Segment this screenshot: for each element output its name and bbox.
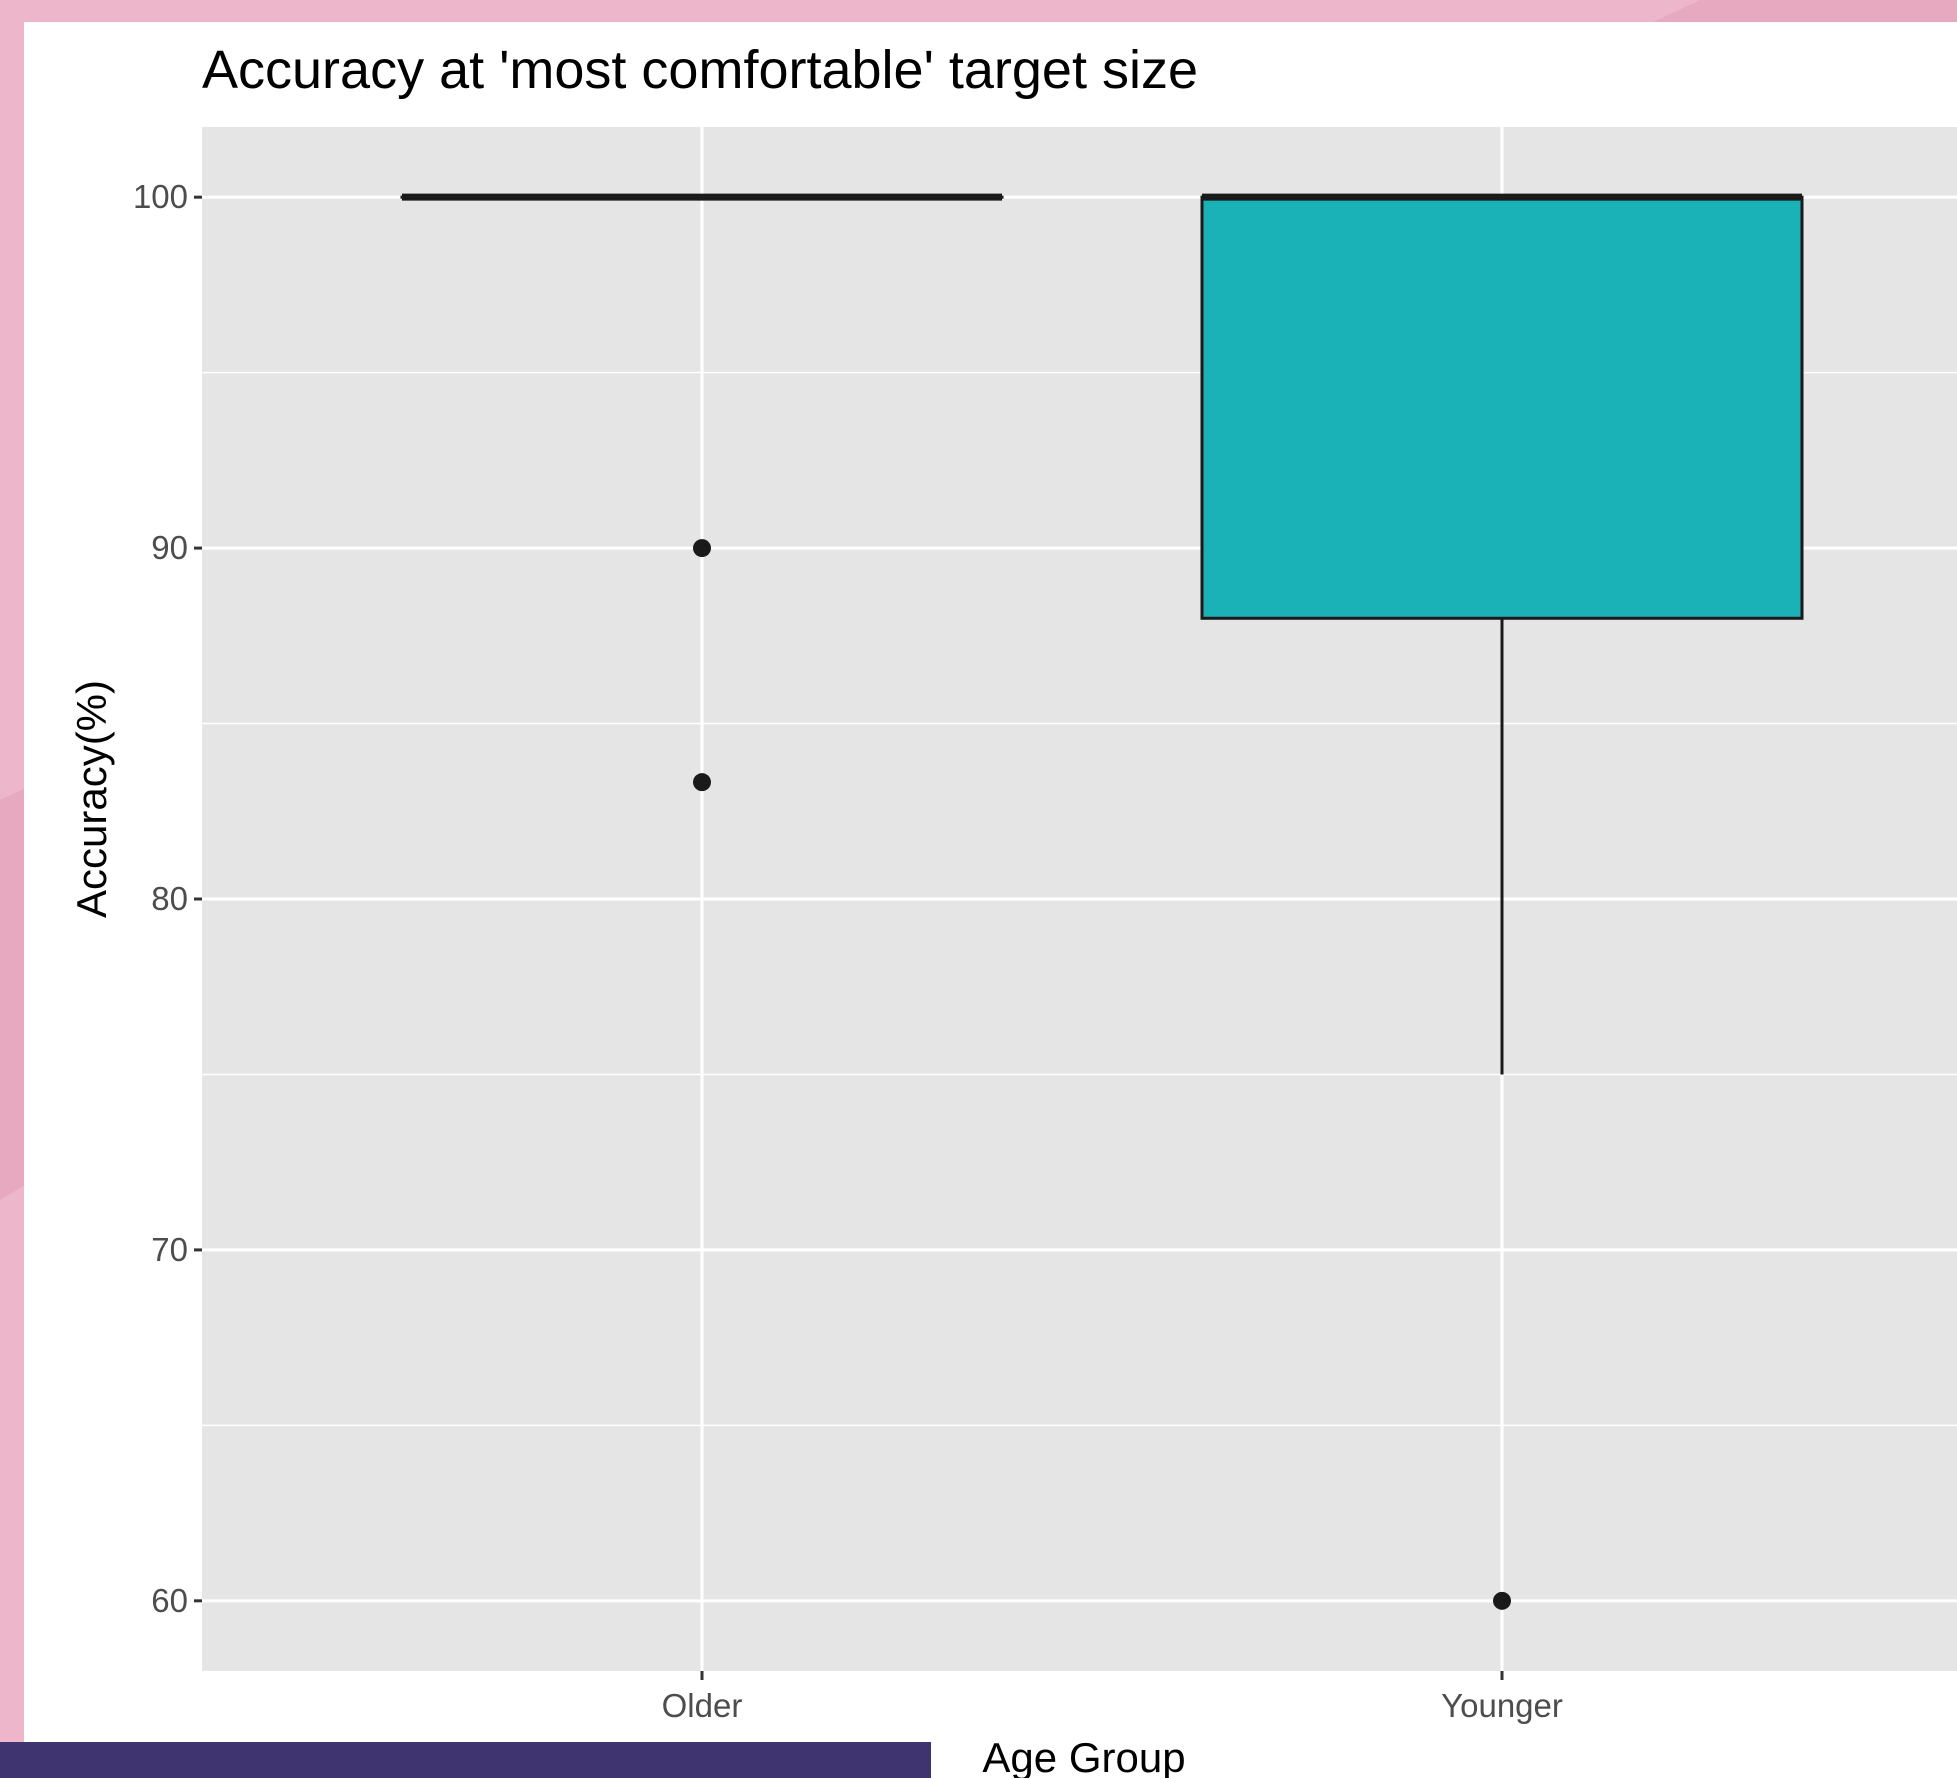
x-tick-label: Older (662, 1687, 743, 1724)
outlier-point (693, 773, 711, 792)
x-tick-label: Younger (1441, 1687, 1563, 1724)
outlier-point (693, 539, 711, 558)
y-tick-label: 60 (151, 1582, 188, 1619)
boxplot-chart: Accuracy at 'most comfortable' target si… (68, 40, 1957, 1778)
y-axis: 60 70 80 90 100 (133, 178, 202, 1619)
outlier-point (1493, 1591, 1511, 1610)
footer-bar (0, 1742, 931, 1778)
chart-title: Accuracy at 'most comfortable' target si… (202, 40, 1198, 100)
boxes (400, 193, 1804, 1610)
y-tick-label: 70 (151, 1231, 188, 1268)
box-body (1200, 195, 1804, 620)
y-tick-label: 90 (151, 529, 188, 566)
box-younger (1200, 193, 1804, 1610)
y-tick-label: 100 (133, 178, 188, 215)
x-axis: Older Younger (662, 1671, 1563, 1724)
x-axis-title: Age Group (982, 1734, 1185, 1778)
box-older (400, 193, 1004, 792)
y-axis-title: Accuracy(%) (68, 680, 115, 918)
chart-panel: Accuracy at 'most comfortable' target si… (24, 22, 1957, 1778)
y-tick-label: 80 (151, 880, 188, 917)
